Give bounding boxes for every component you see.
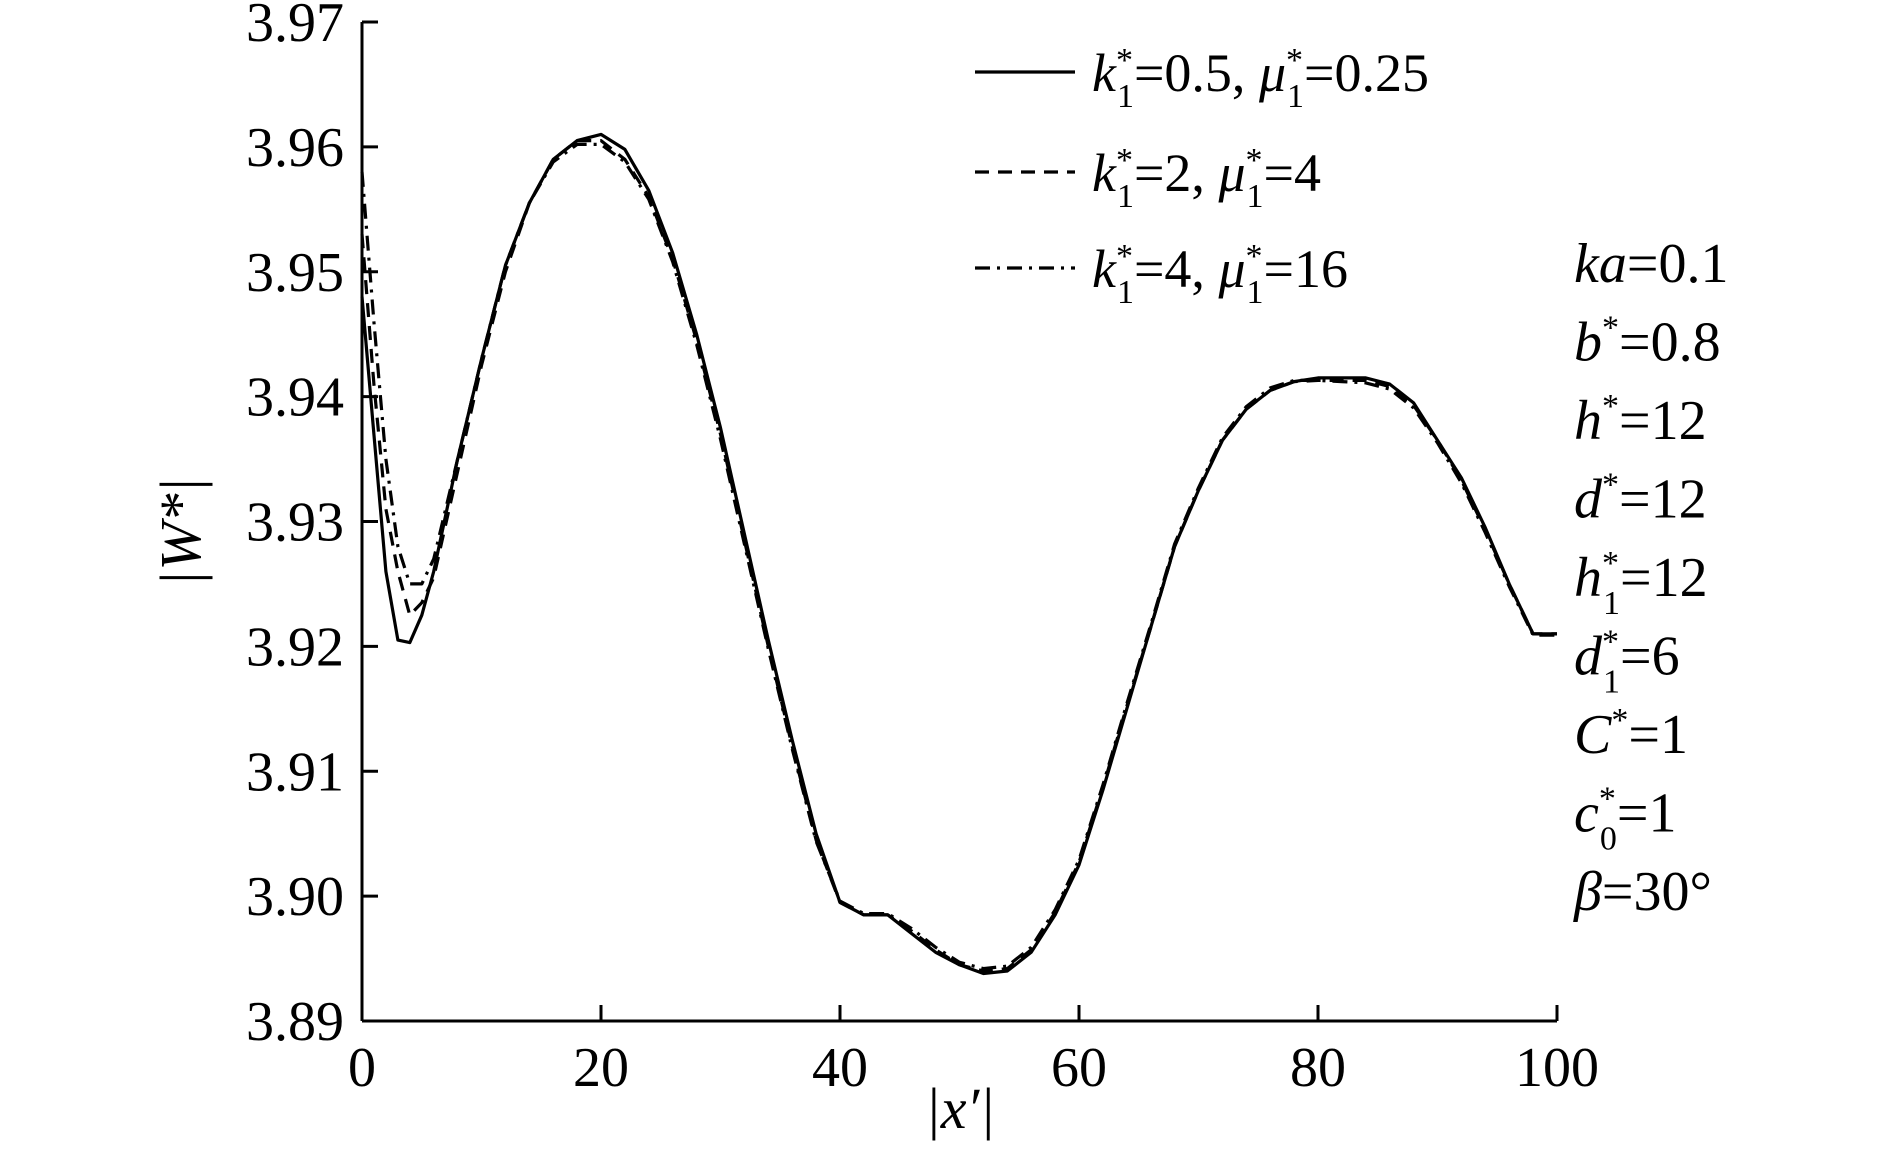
parameter-3: h*=12 bbox=[1574, 388, 1707, 452]
y-axis-label: |W*| bbox=[148, 477, 213, 586]
parameter-symbol: c bbox=[1574, 783, 1599, 845]
parameter-1: ka=0.1 bbox=[1574, 233, 1728, 295]
legend: k* 1=0.5, μ* 1=0.25k* 1=2, μ* 1=4k* 1=4, μ* 1=… bbox=[975, 42, 1429, 311]
parameter-symbol: β bbox=[1573, 861, 1602, 923]
y-tick-label: 3.93 bbox=[246, 492, 344, 554]
y-tick-label: 3.97 bbox=[246, 0, 344, 54]
parameter-2: b*=0.8 bbox=[1574, 310, 1721, 374]
series-line-1 bbox=[360, 132, 1557, 976]
series-layer bbox=[360, 132, 1557, 976]
y-tick-label: 3.91 bbox=[246, 741, 344, 803]
parameter-annotations: ka=0.1b*=0.8h*=12d*=12h* 1=12d* 1=6C*=1c* 0… bbox=[1573, 233, 1728, 923]
y-tick-label: 3.95 bbox=[246, 242, 344, 304]
parameter-symbol: h bbox=[1574, 547, 1602, 609]
parameter-symbol: d bbox=[1574, 626, 1603, 688]
legend-k: k bbox=[1092, 143, 1117, 203]
legend-mu-sub: 1 bbox=[1247, 274, 1264, 311]
legend-mu: μ bbox=[1217, 143, 1245, 203]
legend-mu: μ bbox=[1258, 43, 1286, 103]
parameter-subscript: 1 bbox=[1603, 664, 1620, 701]
parameter-superscript: * bbox=[1599, 781, 1616, 818]
x-tick-label: 100 bbox=[1515, 1037, 1599, 1099]
parameter-7: C*=1 bbox=[1574, 702, 1688, 766]
parameter-4: d*=12 bbox=[1574, 467, 1707, 531]
legend-k-sub: 1 bbox=[1117, 178, 1134, 215]
parameter-superscript: * bbox=[1602, 388, 1619, 425]
legend-k-sup: * bbox=[1116, 42, 1133, 79]
legend-label-3: k* 1=4, μ* 1=16 bbox=[1092, 238, 1348, 311]
legend-k: k bbox=[1092, 239, 1117, 299]
legend-label-2: k* 1=2, μ* 1=4 bbox=[1092, 142, 1321, 215]
legend-label-1: k* 1=0.5, μ* 1=0.25 bbox=[1092, 42, 1429, 115]
parameter-9: β=30° bbox=[1573, 861, 1712, 923]
legend-mu-sup: * bbox=[1286, 42, 1303, 79]
legend-mu-val: =4 bbox=[1264, 143, 1321, 203]
parameter-subscript: 0 bbox=[1600, 821, 1617, 858]
parameter-value: =12 bbox=[1619, 469, 1707, 531]
parameter-superscript: * bbox=[1602, 310, 1619, 347]
x-tick-label: 20 bbox=[573, 1037, 629, 1099]
x-tick-label: 80 bbox=[1290, 1037, 1346, 1099]
series-line-2 bbox=[360, 139, 1557, 973]
series-line-3 bbox=[360, 142, 1557, 971]
legend-k-val: =0.5, bbox=[1134, 43, 1259, 103]
parameter-5: h* 1=12 bbox=[1574, 545, 1708, 622]
x-axis-label: |x′| bbox=[925, 1076, 995, 1141]
legend-k: k bbox=[1092, 43, 1117, 103]
parameter-value: =30° bbox=[1602, 861, 1712, 923]
parameter-6: d* 1=6 bbox=[1574, 624, 1680, 701]
parameter-value: =1 bbox=[1617, 783, 1677, 845]
legend-mu: μ bbox=[1217, 239, 1245, 299]
parameter-symbol: h bbox=[1574, 390, 1602, 452]
y-tick-label: 3.94 bbox=[246, 367, 344, 429]
legend-mu-sup: * bbox=[1246, 238, 1263, 275]
y-tick-label: 3.90 bbox=[246, 866, 344, 928]
parameter-superscript: * bbox=[1602, 545, 1619, 582]
parameter-value: =12 bbox=[1619, 390, 1707, 452]
parameter-value: =6 bbox=[1620, 626, 1680, 688]
legend-k-val: =4, bbox=[1134, 239, 1218, 299]
y-tick-label: 3.92 bbox=[246, 616, 344, 678]
parameter-superscript: * bbox=[1611, 702, 1628, 739]
parameter-symbol: ka bbox=[1574, 233, 1627, 295]
parameter-symbol: C bbox=[1574, 704, 1612, 766]
x-tick-label: 60 bbox=[1051, 1037, 1107, 1099]
ticks: 0 20 40 60 80 100 3.89 3.90 3.91 3.92 3.93 3.94 3.95… bbox=[246, 0, 1599, 1099]
axes bbox=[360, 22, 1557, 1023]
legend-k-sub: 1 bbox=[1117, 78, 1134, 115]
legend-mu-val: =16 bbox=[1264, 239, 1348, 299]
legend-k-sub: 1 bbox=[1117, 274, 1134, 311]
legend-mu-sub: 1 bbox=[1287, 78, 1304, 115]
legend-mu-sub: 1 bbox=[1247, 178, 1264, 215]
parameter-subscript: 1 bbox=[1603, 585, 1620, 622]
legend-k-sup: * bbox=[1116, 238, 1133, 275]
parameter-value: =0.1 bbox=[1627, 233, 1729, 295]
legend-k-val: =2, bbox=[1134, 143, 1218, 203]
y-tick-label: 3.96 bbox=[246, 117, 344, 179]
parameter-8: c* 0=1 bbox=[1574, 781, 1676, 858]
parameter-superscript: * bbox=[1602, 624, 1619, 661]
parameter-symbol: b bbox=[1574, 312, 1602, 374]
legend-k-sup: * bbox=[1116, 142, 1133, 179]
y-tick-label: 3.89 bbox=[246, 991, 344, 1053]
legend-mu-sup: * bbox=[1246, 142, 1263, 179]
parameter-symbol: d bbox=[1574, 469, 1603, 531]
parameter-value: =0.8 bbox=[1619, 312, 1721, 374]
x-tick-label: 0 bbox=[348, 1037, 376, 1099]
parameter-superscript: * bbox=[1602, 467, 1619, 504]
legend-mu-val: =0.25 bbox=[1304, 43, 1429, 103]
x-tick-label: 40 bbox=[812, 1037, 868, 1099]
parameter-value: =1 bbox=[1628, 704, 1688, 766]
parameter-value: =12 bbox=[1620, 547, 1708, 609]
